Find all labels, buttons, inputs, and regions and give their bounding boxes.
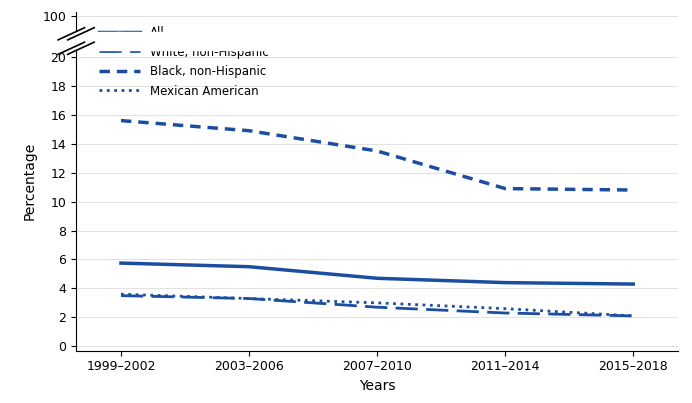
Bar <box>76 32 678 50</box>
X-axis label: Years: Years <box>359 379 395 393</box>
Legend: All, White, non-Hispanic, Black, non-Hispanic, Mexican American: All, White, non-Hispanic, Black, non-His… <box>94 21 273 102</box>
Bar <box>117 32 121 50</box>
Y-axis label: Percentage: Percentage <box>23 142 37 220</box>
